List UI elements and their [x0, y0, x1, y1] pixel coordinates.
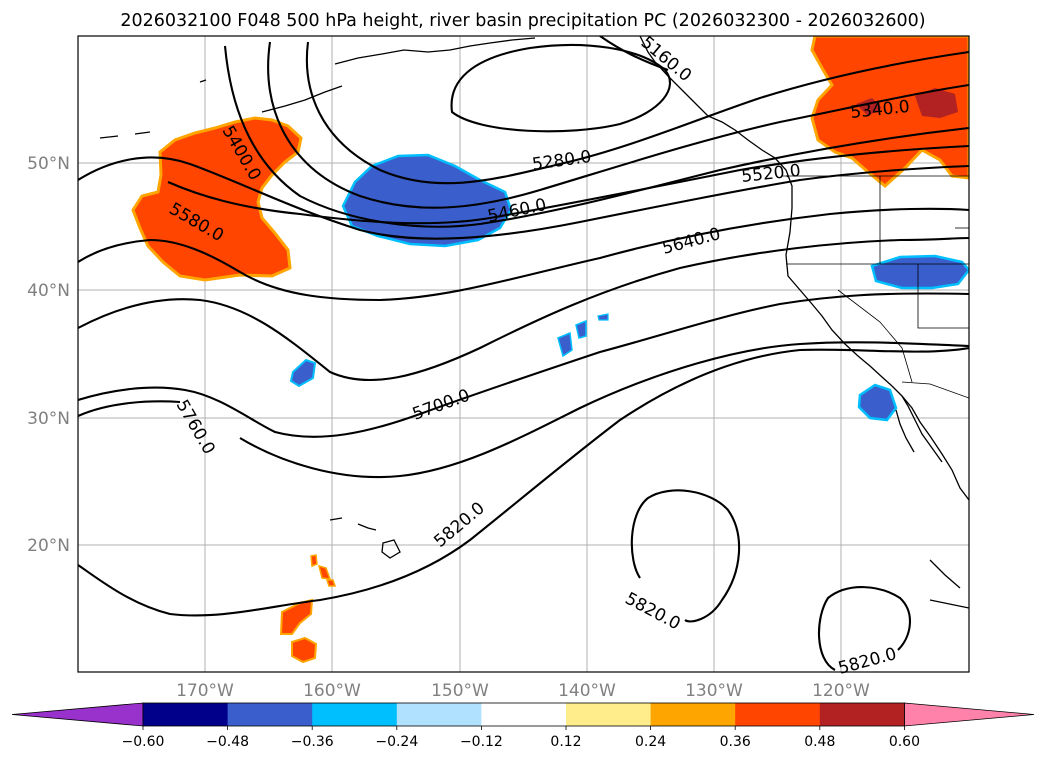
lat-label-40n: 40°N	[27, 281, 70, 301]
lat-label-20n: 20°N	[27, 536, 70, 556]
coastline-mexico	[929, 559, 969, 609]
map-frame	[77, 35, 970, 673]
colorbar-tick-label: −0.12	[460, 734, 503, 750]
contour-5280	[305, 41, 969, 185]
colorbar-ticks: −0.60 −0.48 −0.36 −0.24 −0.12 0.12 0.24 0.36 0.4…	[122, 726, 920, 750]
contour-5640	[78, 236, 969, 382]
contour-5340	[267, 41, 969, 209]
positive-anomaly-region-hawaii-4	[317, 564, 332, 580]
lon-label-170w: 170°W	[176, 681, 234, 701]
colorbar-segment	[650, 703, 736, 726]
latitude-labels: 50°N 40°N 30°N 20°N	[27, 154, 70, 556]
coastline-hawaii	[329, 517, 401, 559]
contour-5460	[167, 144, 969, 225]
positive-anomaly-region-hawaii-5	[325, 579, 337, 587]
coastlines	[99, 36, 969, 609]
colorbar-tick-label: 0.48	[804, 734, 835, 750]
colorbar-tick-label: 0.36	[720, 734, 751, 750]
colorbar-segment	[312, 703, 398, 726]
contour-5220-closed	[450, 43, 671, 133]
lat-label-30n: 30°N	[27, 409, 70, 429]
colorbar-tick-label: 0.12	[550, 734, 581, 750]
colorbar-segment	[143, 703, 229, 726]
colorbar-segments	[11, 702, 1035, 727]
colorbar-segment	[481, 703, 567, 726]
colorbar-segment	[227, 703, 313, 726]
colorbar-segment	[566, 703, 652, 726]
positive-anomaly-region-hawaii-3	[310, 554, 318, 568]
lon-label-130w: 130°W	[685, 681, 743, 701]
contour-5820-closed-se	[818, 586, 911, 671]
coastline-alaska-south	[334, 37, 536, 65]
colorbar-segment	[819, 703, 905, 726]
colorbar-extend-max	[904, 702, 1035, 727]
colorbar-tick-label: 0.60	[889, 734, 920, 750]
lon-label-160w: 160°W	[303, 681, 361, 701]
contour-5520	[78, 156, 969, 240]
longitude-labels: 170°W 160°W 150°W 140°W 130°W 120°W	[176, 681, 870, 701]
lon-label-140w: 140°W	[558, 681, 616, 701]
contour-5400	[223, 45, 969, 228]
negative-anomaly-region-small-3	[575, 319, 587, 339]
positive-anomaly-region-hawaii-2	[291, 636, 318, 664]
graticule	[78, 36, 969, 672]
political-borders	[782, 175, 969, 399]
negative-anomaly-region-small-4	[597, 313, 609, 321]
lon-label-150w: 150°W	[431, 681, 489, 701]
colorbar: −0.60 −0.48 −0.36 −0.24 −0.12 0.12 0.24 0.36 0.4…	[11, 702, 1035, 750]
figure-title: 2026032100 F048 500 hPa height, river ba…	[120, 11, 925, 31]
colorbar-tick-label: −0.60	[122, 734, 165, 750]
negative-anomaly-region-small-2	[557, 331, 573, 358]
contour-5700	[78, 292, 969, 438]
coastline-islands-alaska	[99, 79, 207, 139]
negative-anomaly-region-east	[870, 254, 969, 290]
colorbar-tick-label: 0.24	[635, 734, 666, 750]
contour-5820-main	[78, 341, 969, 479]
coastline-aleutians	[261, 85, 343, 113]
lat-label-50n: 50°N	[27, 154, 70, 174]
height-contours	[78, 36, 969, 671]
colorbar-segment	[735, 703, 821, 726]
contour-5820-closed-mid	[630, 489, 741, 623]
colorbar-tick-label: −0.48	[206, 734, 249, 750]
coastline-baja	[895, 395, 943, 463]
contour-5580	[78, 207, 969, 302]
colorbar-tick-label: −0.24	[375, 734, 418, 750]
negative-anomaly-region-baja	[857, 383, 898, 422]
contour-5760	[78, 346, 969, 617]
lon-label-120w: 120°W	[812, 681, 870, 701]
coastline-north-america	[639, 36, 969, 501]
colorbar-outline	[142, 702, 905, 727]
border-state-4	[837, 289, 913, 383]
border-us-mexico	[901, 381, 969, 399]
colorbar-segment	[396, 703, 482, 726]
positive-anomaly-core	[915, 88, 958, 118]
colorbar-extend-min	[11, 702, 144, 727]
negative-anomaly-region-small-1	[289, 358, 317, 388]
border-state-3	[917, 264, 969, 329]
colorbar-tick-label: −0.36	[291, 734, 334, 750]
